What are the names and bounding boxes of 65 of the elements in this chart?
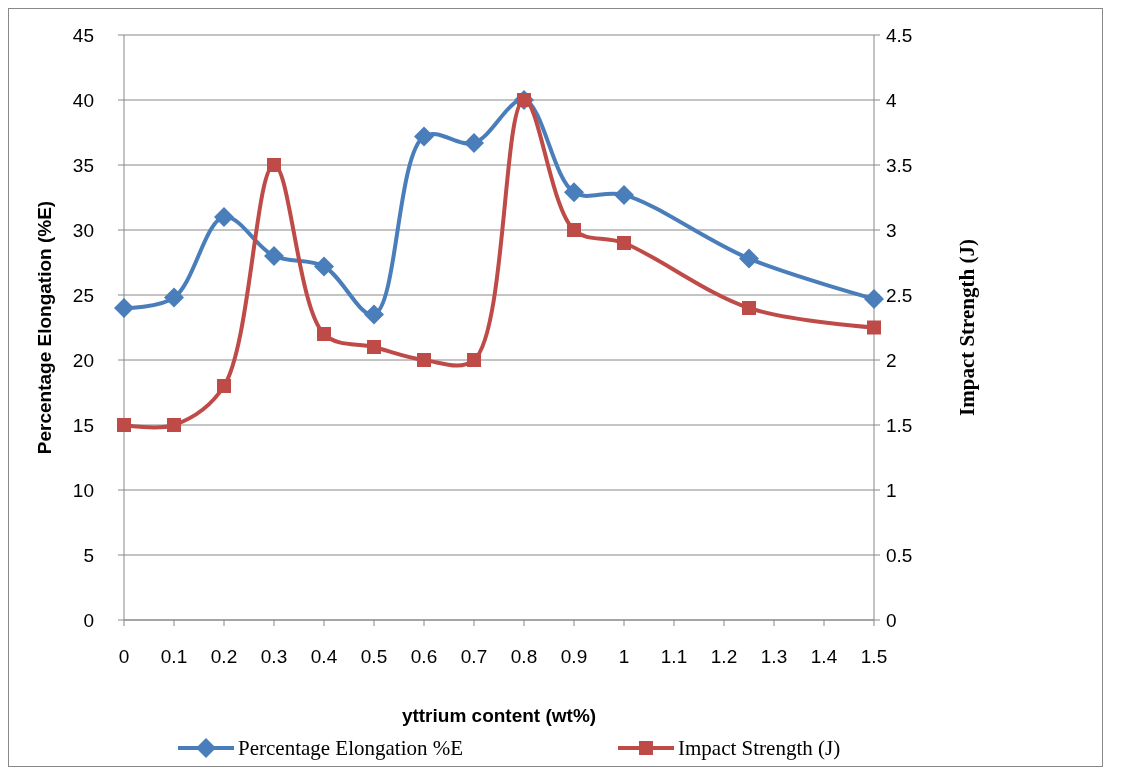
y-tick-label: 40 xyxy=(72,89,94,111)
y2-tick-label: 1.5 xyxy=(886,414,913,436)
y2-tick-label: 4 xyxy=(886,89,897,111)
x-tick-label: 0 xyxy=(118,646,130,667)
y-tick-label: 0 xyxy=(83,609,94,631)
y-tick-label: 35 xyxy=(72,154,94,176)
y2-tick-label: 3 xyxy=(886,219,897,241)
y2-axis-title: Impact Strength (J) xyxy=(955,239,979,416)
point xyxy=(114,298,134,318)
y2-tick-label: 2 xyxy=(886,349,897,371)
x-axis-title: yttrium content (wt%) xyxy=(401,705,597,726)
point xyxy=(567,223,581,237)
y-tick-label: 15 xyxy=(72,414,94,436)
x-tick-label: 0.4 xyxy=(310,646,338,667)
point xyxy=(167,418,181,432)
y-tick-label: 30 xyxy=(72,219,94,241)
x-tick-label: 0.5 xyxy=(360,646,388,667)
point xyxy=(614,184,634,205)
point xyxy=(264,246,284,266)
x-tick-label: 1.4 xyxy=(810,646,838,667)
point xyxy=(367,340,381,354)
y-tick-label: 20 xyxy=(72,349,94,371)
y2-tick-label: 0 xyxy=(886,609,897,631)
point xyxy=(164,287,184,308)
point xyxy=(414,126,434,147)
y-tick-label: 45 xyxy=(72,24,94,46)
point xyxy=(217,379,231,393)
x-tick-label: 1.1 xyxy=(660,646,688,667)
point xyxy=(117,418,131,432)
y2-tick-label: 1 xyxy=(886,479,897,501)
x-tick-label: 1.5 xyxy=(860,646,888,667)
legend-label: Percentage Elongation %E xyxy=(238,736,464,761)
point xyxy=(742,301,756,315)
x-tick-label: 0.7 xyxy=(460,646,488,667)
y2-tick-label: 0.5 xyxy=(886,544,913,566)
point xyxy=(464,132,484,153)
x-tick-label: 0.8 xyxy=(510,646,538,667)
point xyxy=(467,353,481,367)
y-tick-label: 25 xyxy=(72,284,94,306)
y2-tick-label: 2.5 xyxy=(886,284,913,306)
y2-tick-label: 3.5 xyxy=(886,154,913,176)
y-tick-label: 10 xyxy=(72,479,94,501)
x-tick-label: 1 xyxy=(618,646,630,667)
x-tick-label: 0.2 xyxy=(210,646,238,667)
point xyxy=(739,248,759,269)
point xyxy=(267,158,281,172)
point xyxy=(417,353,431,367)
point xyxy=(364,304,384,325)
x-tick-label: 1.2 xyxy=(710,646,738,667)
x-tick-label: 0.3 xyxy=(260,646,288,667)
point xyxy=(617,236,631,250)
x-tick-label: 0.9 xyxy=(560,646,588,667)
legend-label: Impact Strength (J) xyxy=(678,736,841,761)
x-tick-label: 1.3 xyxy=(760,646,788,667)
y2-tick-label: 4.5 xyxy=(886,24,913,46)
y-axis-title: Percentage Elongation (%E) xyxy=(34,200,55,455)
point xyxy=(564,182,584,203)
point xyxy=(864,288,884,309)
point xyxy=(314,256,334,277)
y-tick-label: 5 xyxy=(83,544,94,566)
point xyxy=(214,207,234,227)
x-tick-label: 0.6 xyxy=(410,646,438,667)
x-tick-label: 0.1 xyxy=(160,646,188,667)
point xyxy=(867,320,881,335)
point xyxy=(317,327,331,341)
